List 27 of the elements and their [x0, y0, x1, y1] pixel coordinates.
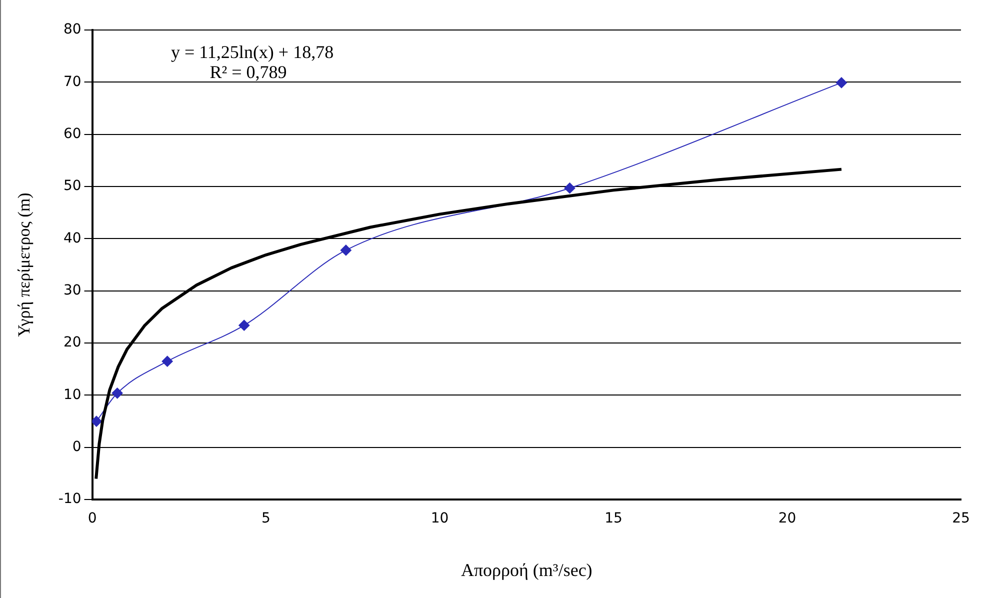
x-tick-label: 5	[262, 510, 270, 527]
point	[112, 388, 123, 399]
y-axis-title: Υγρή περίμετρος (m)	[14, 192, 34, 337]
annotation: y = 11,25ln(x) + 18,78	[170, 42, 334, 62]
point	[836, 77, 847, 88]
y-tick-label: 20	[63, 334, 82, 351]
x-axis-title: Απορροή (m³/sec)	[460, 560, 592, 580]
x-tick-label: 20	[778, 510, 796, 527]
y-tick-label: 50	[63, 178, 82, 194]
point	[238, 320, 250, 331]
x-tick-label: 15	[604, 510, 622, 527]
y-tick-label: 60	[63, 126, 82, 142]
point	[340, 244, 352, 256]
y-tick-label: 10	[63, 386, 82, 403]
y-tick-label: 70	[63, 74, 82, 90]
y-tick-label: -10	[58, 491, 82, 508]
annotation: R² = 0,789	[210, 62, 287, 82]
point	[92, 416, 102, 427]
y-tick-label: 30	[63, 282, 82, 299]
x-tick-label: 10	[430, 510, 449, 527]
y-tick-label: 80	[63, 22, 82, 38]
x-tick-label: 25	[952, 510, 970, 527]
point	[162, 356, 173, 367]
point	[564, 182, 576, 194]
y-tick-label: 40	[63, 230, 82, 246]
x-tick-label: 0	[88, 510, 97, 527]
y-tick-label: 0	[72, 439, 82, 456]
